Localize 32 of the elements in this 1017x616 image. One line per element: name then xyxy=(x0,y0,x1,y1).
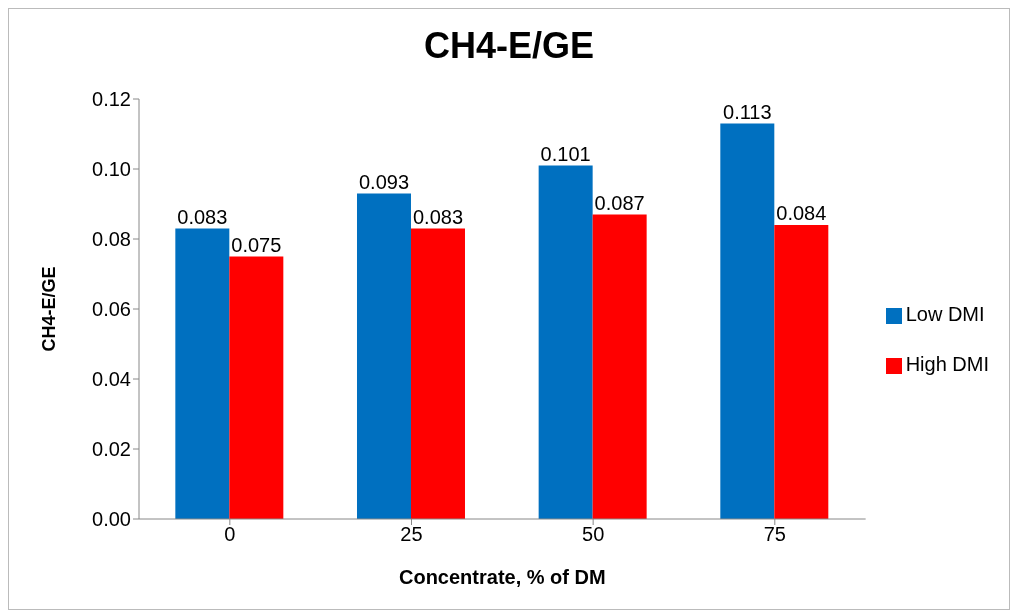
y-tick-label: 0.06 xyxy=(92,298,131,321)
data-label: 0.087 xyxy=(594,191,645,214)
data-label: 0.113 xyxy=(723,100,772,123)
x-tick-label: 50 xyxy=(582,523,605,546)
bar xyxy=(538,165,593,519)
y-tick-label: 0.12 xyxy=(92,88,131,111)
y-tick-label: 0.10 xyxy=(92,158,131,181)
chart-title: CH4-E/GE xyxy=(422,25,595,67)
data-label: 0.084 xyxy=(776,202,827,224)
x-axis-title: Concentrate, % of DM xyxy=(398,566,606,588)
x-tick-label: 0 xyxy=(224,523,236,546)
y-tick-label: 0.00 xyxy=(92,508,131,531)
data-label: 0.075 xyxy=(231,233,282,256)
bar xyxy=(356,193,411,519)
bar xyxy=(720,123,775,519)
bar xyxy=(175,228,230,519)
legend-label: Low DMI xyxy=(905,303,985,325)
y-tick-label: 0.02 xyxy=(92,438,131,461)
y-tick-label: 0.04 xyxy=(92,368,131,391)
bar xyxy=(774,225,829,519)
bar xyxy=(410,228,465,519)
legend-label: High DMI xyxy=(905,353,989,375)
x-tick-label: 25 xyxy=(400,523,423,546)
y-tick-label: 0.08 xyxy=(92,228,131,251)
data-label: 0.093 xyxy=(358,170,410,193)
bar xyxy=(592,214,647,519)
x-tick-label: 75 xyxy=(763,523,786,546)
data-label: 0.083 xyxy=(412,205,464,228)
bar xyxy=(229,256,284,519)
data-label: 0.101 xyxy=(540,142,591,165)
y-axis-title: CH4-E/GE xyxy=(39,266,60,352)
data-label: 0.083 xyxy=(177,205,228,228)
